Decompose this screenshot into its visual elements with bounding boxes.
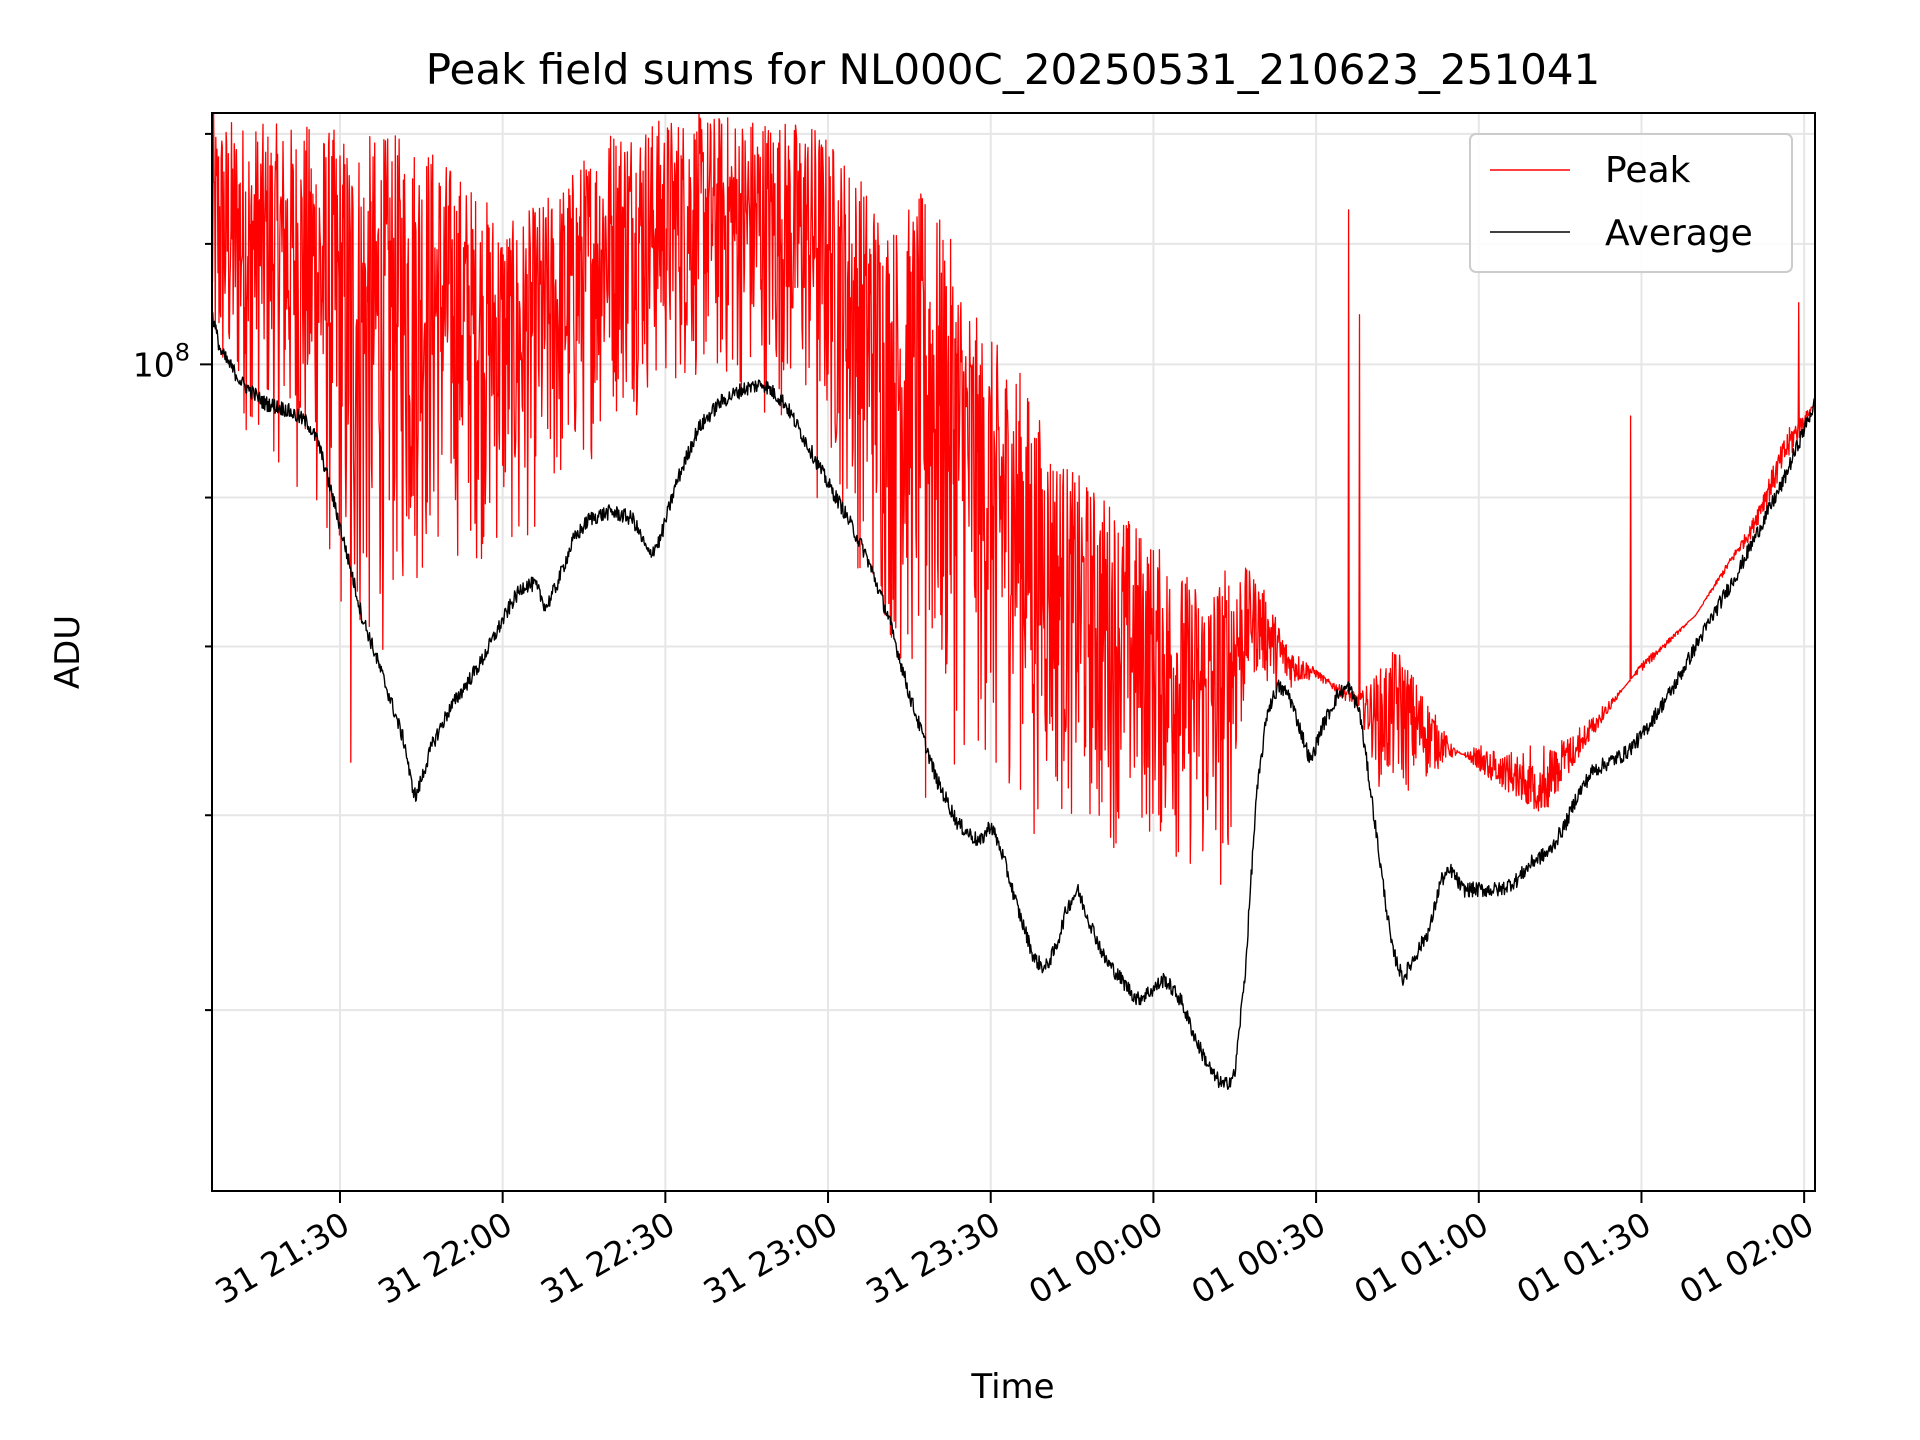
y-tick-label: 108 <box>133 338 190 384</box>
series-line-average <box>211 312 1815 1090</box>
y-axis-label: ADU <box>48 615 88 689</box>
legend-label-peak: Peak <box>1605 150 1691 191</box>
chart-title: Peak field sums for NL000C_20250531_2106… <box>426 45 1601 94</box>
x-axis-label: Time <box>970 1367 1054 1407</box>
plot-series <box>211 113 1816 1090</box>
y-axis: 108 <box>133 132 212 1012</box>
legend-label-average: Average <box>1605 213 1753 254</box>
legend: Peak Average <box>1469 133 1793 273</box>
series-line-peak <box>211 113 1816 885</box>
legend-box <box>1469 133 1793 273</box>
plot-frame <box>211 112 1816 1192</box>
